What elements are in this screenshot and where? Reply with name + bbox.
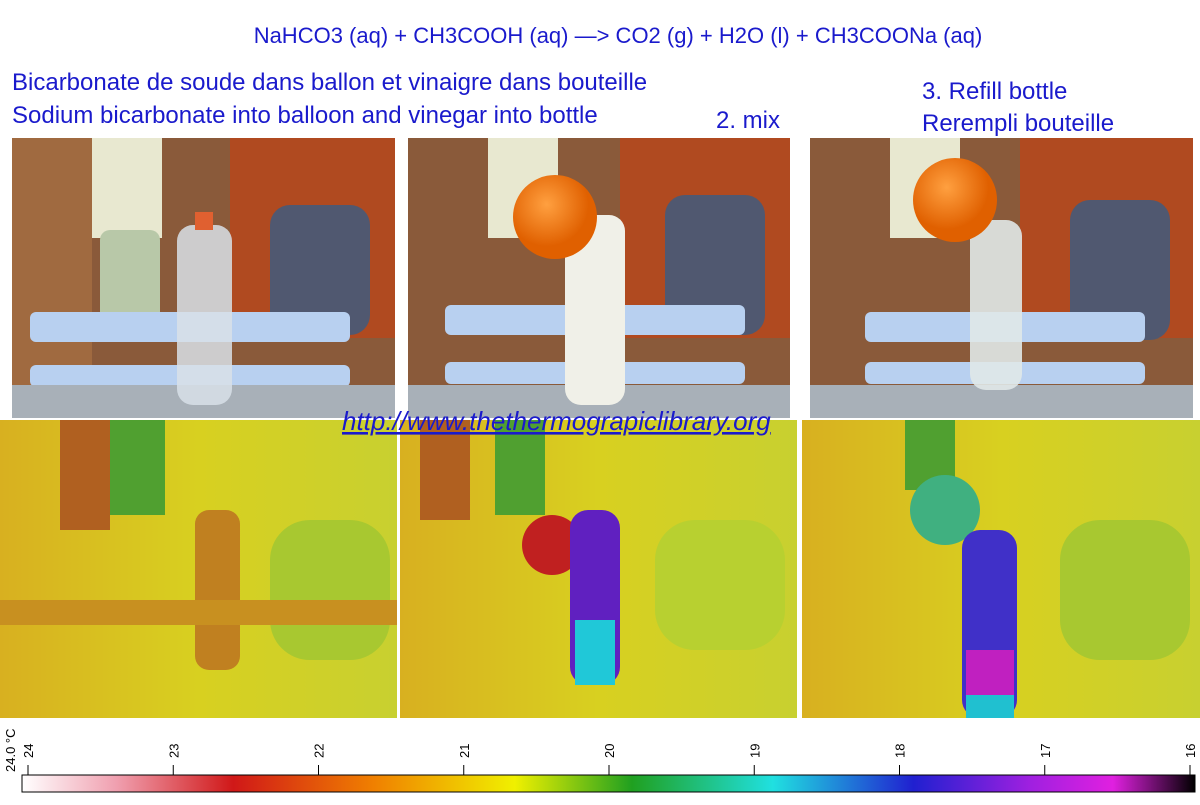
- caption: 2. mix: [716, 107, 780, 134]
- photo-1: [12, 138, 395, 418]
- tick-label: 18: [893, 744, 908, 758]
- photo-2: [408, 138, 790, 418]
- scale-unit-label: 24.0 °C: [3, 728, 18, 772]
- tick-label: 19: [747, 744, 762, 758]
- thermal-1: [0, 420, 397, 718]
- tick-label: 17: [1038, 744, 1053, 758]
- caption: Bicarbonate de soude dans ballon et vina…: [12, 69, 647, 96]
- tick-label: 20: [602, 744, 617, 758]
- tick-label: 16: [1183, 744, 1198, 758]
- tick-label: 24: [21, 744, 36, 758]
- caption: Rerempli bouteille: [922, 110, 1114, 137]
- equation-title: NaHCO3 (aq) + CH3COOH (aq) —> CO2 (g) + …: [254, 23, 983, 48]
- caption: Sodium bicarbonate into balloon and vine…: [12, 102, 598, 129]
- color-bar: [21, 774, 1196, 793]
- thermal-2: [400, 420, 797, 718]
- url-link[interactable]: http://www.thethermograpiclibrary.org: [342, 406, 771, 436]
- tick-label: 23: [166, 744, 181, 758]
- tick-label: 22: [312, 744, 327, 758]
- scale-ticks: 24 23 22 21 20 19 18 17 16: [21, 744, 1198, 775]
- caption: 3. Refill bottle: [922, 78, 1067, 105]
- tick-label: 21: [457, 744, 472, 758]
- photo-3: [810, 138, 1193, 418]
- thermal-3: [802, 420, 1200, 718]
